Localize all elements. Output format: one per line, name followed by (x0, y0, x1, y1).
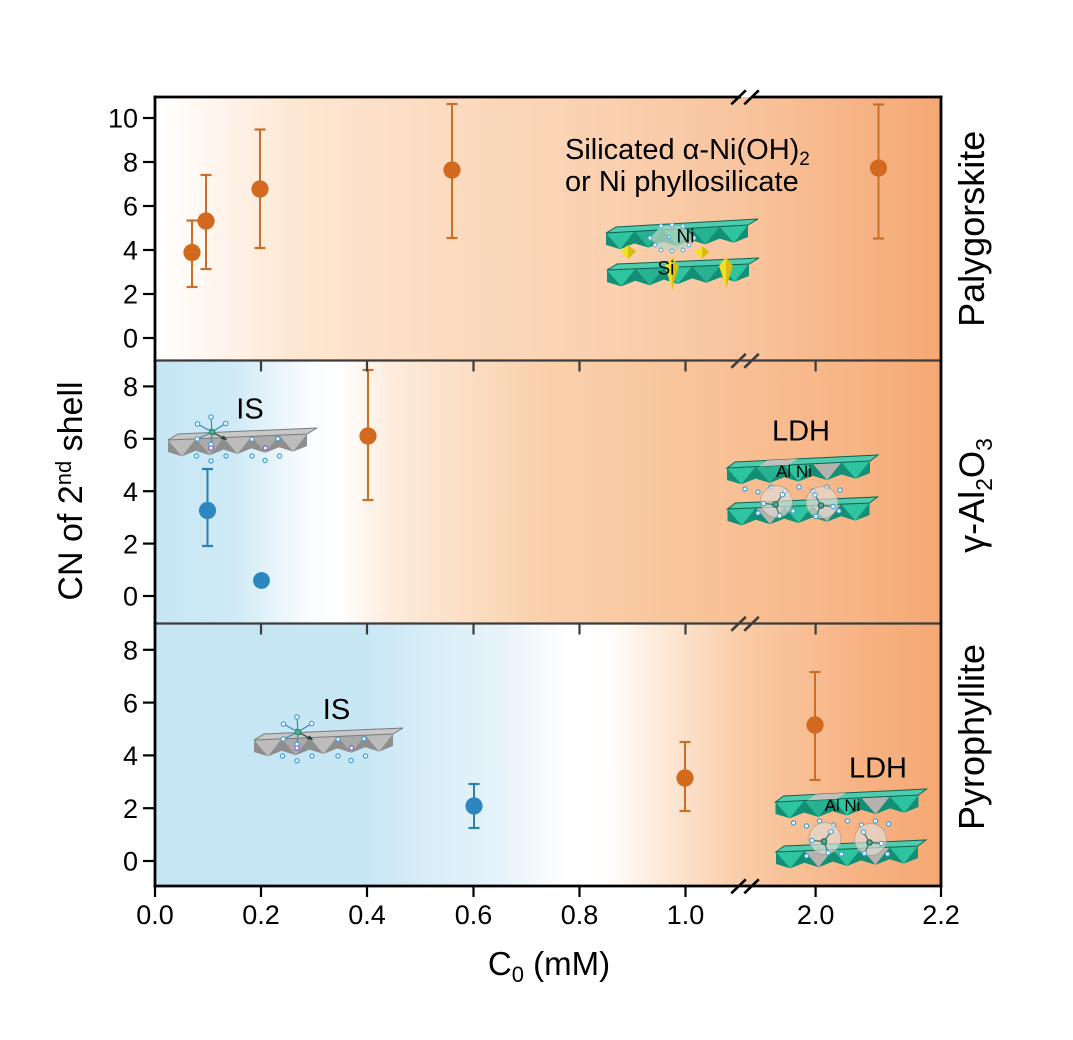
svg-text:0.6: 0.6 (455, 900, 493, 930)
svg-text:CN of 2nd shell: CN of 2nd shell (51, 381, 90, 600)
svg-text:0: 0 (123, 324, 138, 354)
svg-text:10: 10 (108, 104, 138, 134)
svg-text:LDH: LDH (772, 416, 830, 448)
svg-text:C0 (mM): C0 (mM) (488, 945, 610, 987)
svg-text:8: 8 (123, 636, 138, 666)
svg-text:6: 6 (123, 425, 138, 455)
svg-text:0: 0 (123, 582, 138, 612)
svg-text:8: 8 (123, 148, 138, 178)
svg-text:or Ni phyllosilicate: or Ni phyllosilicate (565, 166, 799, 198)
svg-text:2.0: 2.0 (797, 900, 835, 930)
svg-text:2.2: 2.2 (922, 900, 960, 930)
svg-text:IS: IS (236, 394, 263, 426)
svg-text:2: 2 (123, 529, 138, 559)
svg-text:1.0: 1.0 (667, 900, 705, 930)
svg-text:IS: IS (323, 694, 350, 726)
svg-text:0.0: 0.0 (136, 900, 174, 930)
svg-text:6: 6 (123, 688, 138, 718)
svg-text:0.2: 0.2 (242, 900, 280, 930)
svg-text:LDH: LDH (849, 753, 907, 785)
svg-text:Al Ni: Al Ni (825, 796, 861, 815)
svg-text:Si: Si (658, 259, 675, 280)
svg-text:4: 4 (123, 236, 138, 266)
svg-text:6: 6 (123, 192, 138, 222)
svg-text:0: 0 (123, 847, 138, 877)
svg-text:8: 8 (123, 372, 138, 402)
svg-text:4: 4 (123, 741, 138, 771)
svg-text:2: 2 (123, 794, 138, 824)
svg-text:Palygorskite: Palygorskite (951, 131, 992, 327)
svg-text:Silicated α-Ni(OH)2: Silicated α-Ni(OH)2 (565, 134, 810, 170)
svg-text:Pyrophyllite: Pyrophyllite (951, 644, 992, 830)
svg-text:2: 2 (123, 280, 138, 310)
svg-text:Al Ni: Al Ni (776, 462, 812, 481)
svg-text:0.4: 0.4 (348, 900, 386, 930)
svg-text:4: 4 (123, 477, 138, 507)
svg-text:Ni: Ni (677, 227, 695, 248)
svg-text:γ-Al2O3: γ-Al2O3 (951, 438, 997, 553)
svg-text:0.8: 0.8 (561, 900, 599, 930)
